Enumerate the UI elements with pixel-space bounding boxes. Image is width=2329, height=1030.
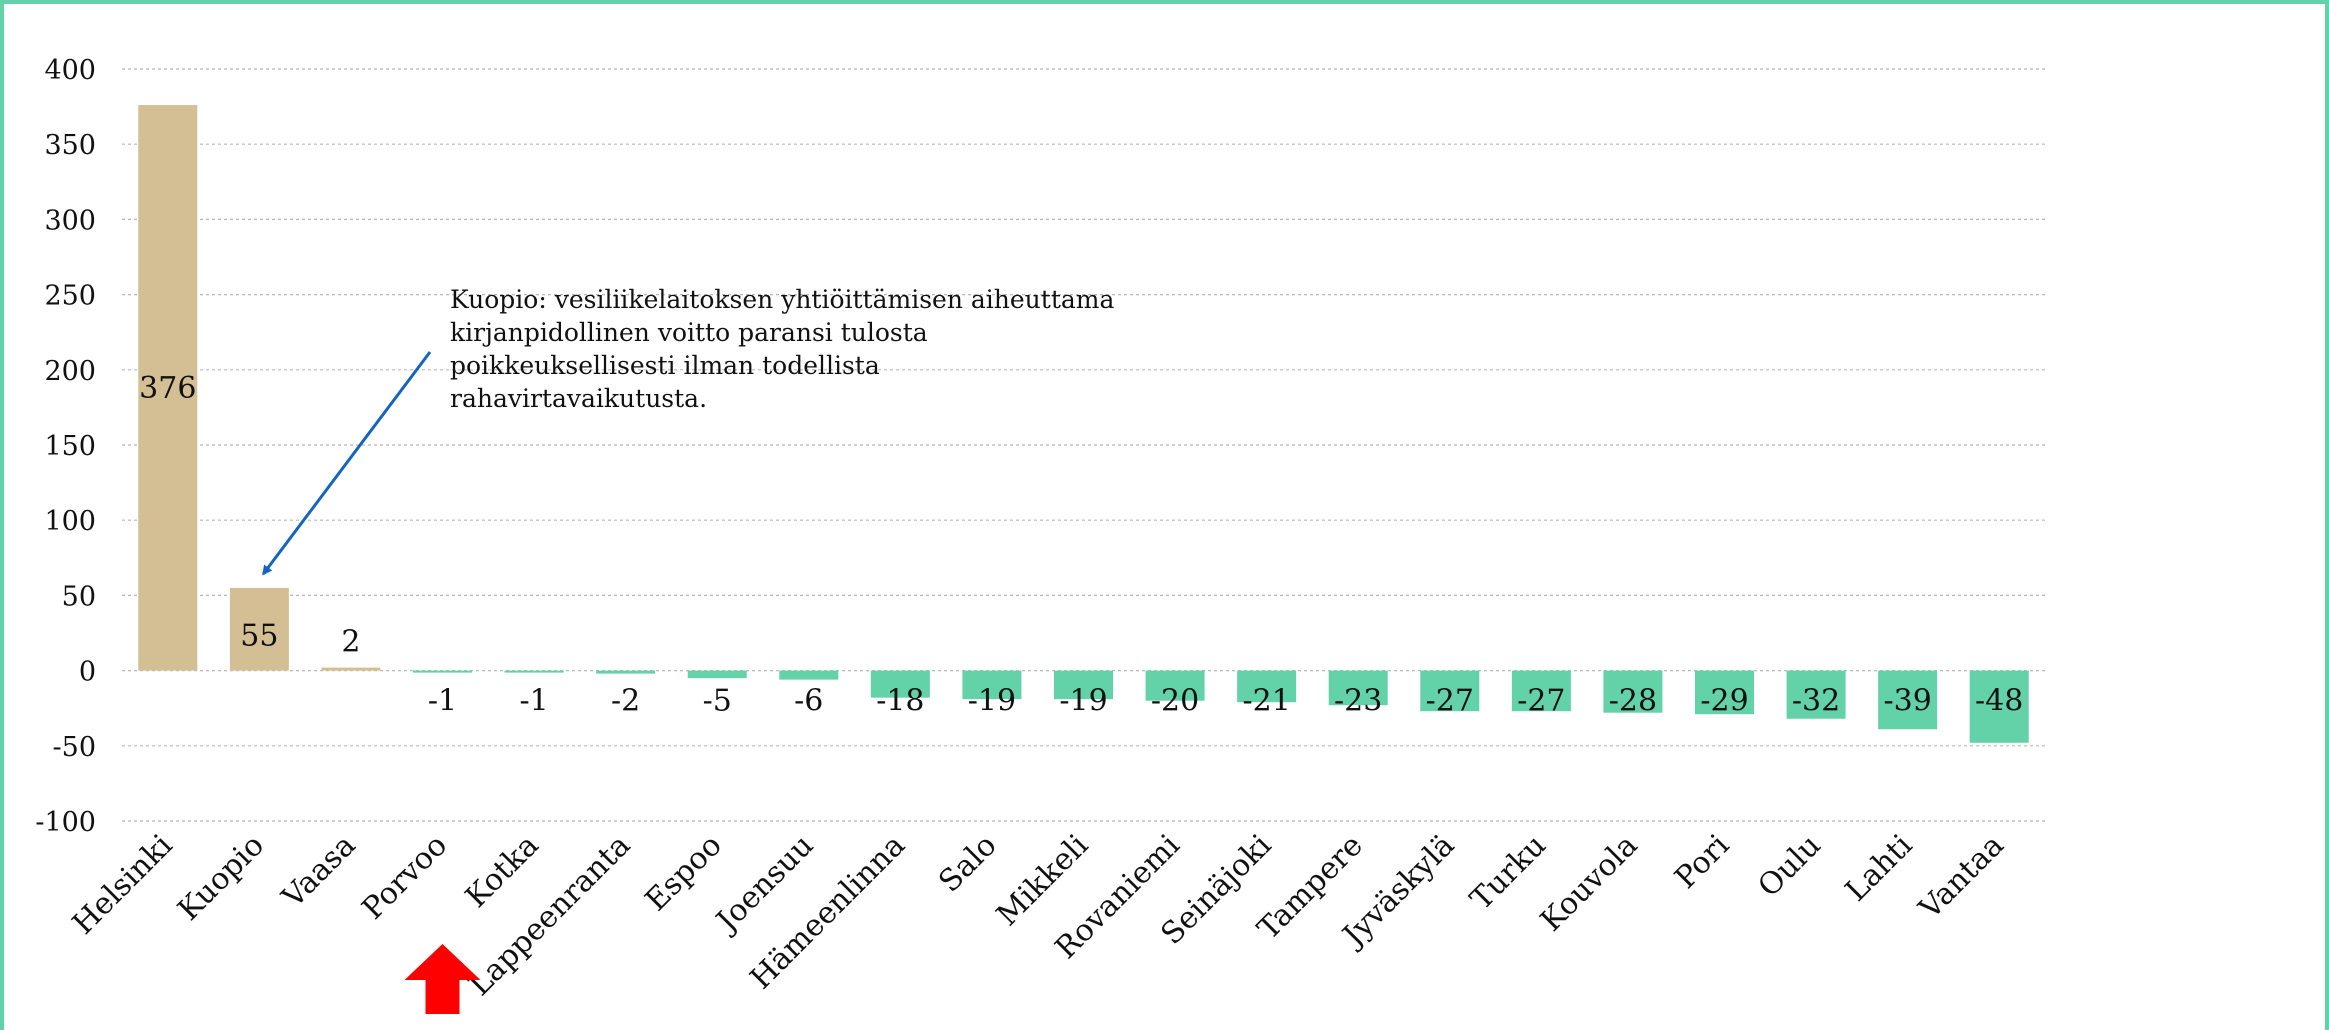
data-label: -18 xyxy=(876,684,924,719)
highlight-marker xyxy=(404,944,481,1014)
category-label: Turku xyxy=(1464,828,1553,917)
data-label: -2 xyxy=(611,684,640,719)
annotation-arrow xyxy=(262,351,432,576)
data-label: -20 xyxy=(1151,684,1199,719)
data-label: -19 xyxy=(1059,684,1107,719)
category-label: Kuopio xyxy=(171,828,271,928)
y-tick-label: 350 xyxy=(44,130,96,161)
annotation: Kuopio: vesiliikelaitoksen yhtiöittämise… xyxy=(262,285,1114,576)
bar-seinäjoki xyxy=(1237,670,1297,703)
bar-salo xyxy=(962,670,1022,700)
data-label: -23 xyxy=(1334,684,1382,719)
red-up-arrow-icon xyxy=(404,944,481,1014)
bar-kouvola xyxy=(1603,670,1663,713)
bar-joensuu xyxy=(779,670,839,680)
data-label: -32 xyxy=(1792,684,1840,719)
bar-jyväskylä xyxy=(1420,670,1480,712)
bar-kuopio xyxy=(229,587,289,671)
bar-lappeenranta xyxy=(596,670,656,674)
data-label: 2 xyxy=(341,625,360,660)
bar-kotka xyxy=(504,670,564,673)
category-label: Vantaa xyxy=(1912,828,2011,927)
data-label: -1 xyxy=(428,684,457,719)
y-tick-label: 50 xyxy=(62,581,96,612)
category-label: Kotka xyxy=(459,828,546,915)
bar-lahti xyxy=(1878,670,1938,730)
data-label: -5 xyxy=(703,684,732,719)
bar-porvoo xyxy=(413,670,472,673)
data-label: -6 xyxy=(794,684,823,719)
y-axis-tick-labels: 400 350 300 250 200 150 100 50 0 -50 -100 xyxy=(35,55,96,838)
category-label: Espoo xyxy=(639,828,729,918)
y-tick-label: 200 xyxy=(44,356,96,387)
data-label: 376 xyxy=(139,371,196,406)
y-tick-label: 0 xyxy=(79,657,96,688)
data-label: -21 xyxy=(1242,684,1290,719)
data-label: -39 xyxy=(1883,684,1931,719)
data-label: -28 xyxy=(1609,684,1657,719)
category-label: Vaasa xyxy=(275,828,363,916)
category-label: Kouvola xyxy=(1534,828,1645,939)
category-label: Porvoo xyxy=(356,828,455,927)
category-label: Oulu xyxy=(1751,828,1827,904)
y-tick-label: 100 xyxy=(44,506,96,537)
data-label: -27 xyxy=(1517,684,1565,719)
category-label: Lahti xyxy=(1839,828,1919,908)
y-tick-label: -50 xyxy=(53,732,96,763)
bar-turku xyxy=(1511,670,1571,712)
bar-tampere xyxy=(1328,670,1388,706)
y-tick-label: 150 xyxy=(44,431,96,462)
y-tick-label: 250 xyxy=(44,281,96,312)
category-label: Pori xyxy=(1668,828,1736,896)
data-label: -1 xyxy=(519,684,548,719)
bar-vaasa xyxy=(321,667,381,671)
bar-espoo xyxy=(687,670,747,679)
data-label: -48 xyxy=(1975,684,2023,719)
category-label: Helsinki xyxy=(66,828,180,942)
y-tick-label: 400 xyxy=(44,55,96,86)
y-tick-label: -100 xyxy=(35,807,96,838)
bar-pori xyxy=(1695,670,1754,715)
bar-mikkeli xyxy=(1054,670,1113,700)
y-tick-label: 300 xyxy=(44,205,96,236)
category-label: Lappeenranta xyxy=(462,828,637,1003)
data-label: -29 xyxy=(1700,684,1748,719)
data-label: -19 xyxy=(968,684,1016,719)
category-label: Hämeenlinna xyxy=(744,828,912,996)
bar-hämeenlinna xyxy=(870,670,930,698)
bar-vantaa xyxy=(1969,670,2029,743)
bars xyxy=(138,105,2029,743)
bar-rovaniemi xyxy=(1145,670,1205,701)
bar-helsinki xyxy=(138,105,198,671)
data-label: -27 xyxy=(1426,684,1474,719)
data-labels: 376 55 2 -1 -1 -2 -5 -6 -18 -19 -19 -20 -21 -23 -27 -27… xyxy=(139,371,2023,719)
bar-oulu xyxy=(1786,670,1846,719)
category-label: Salo xyxy=(932,828,1003,899)
data-label: 55 xyxy=(240,619,278,654)
annotation-text: Kuopio: vesiliikelaitoksen yhtiöittämise… xyxy=(450,285,1114,413)
